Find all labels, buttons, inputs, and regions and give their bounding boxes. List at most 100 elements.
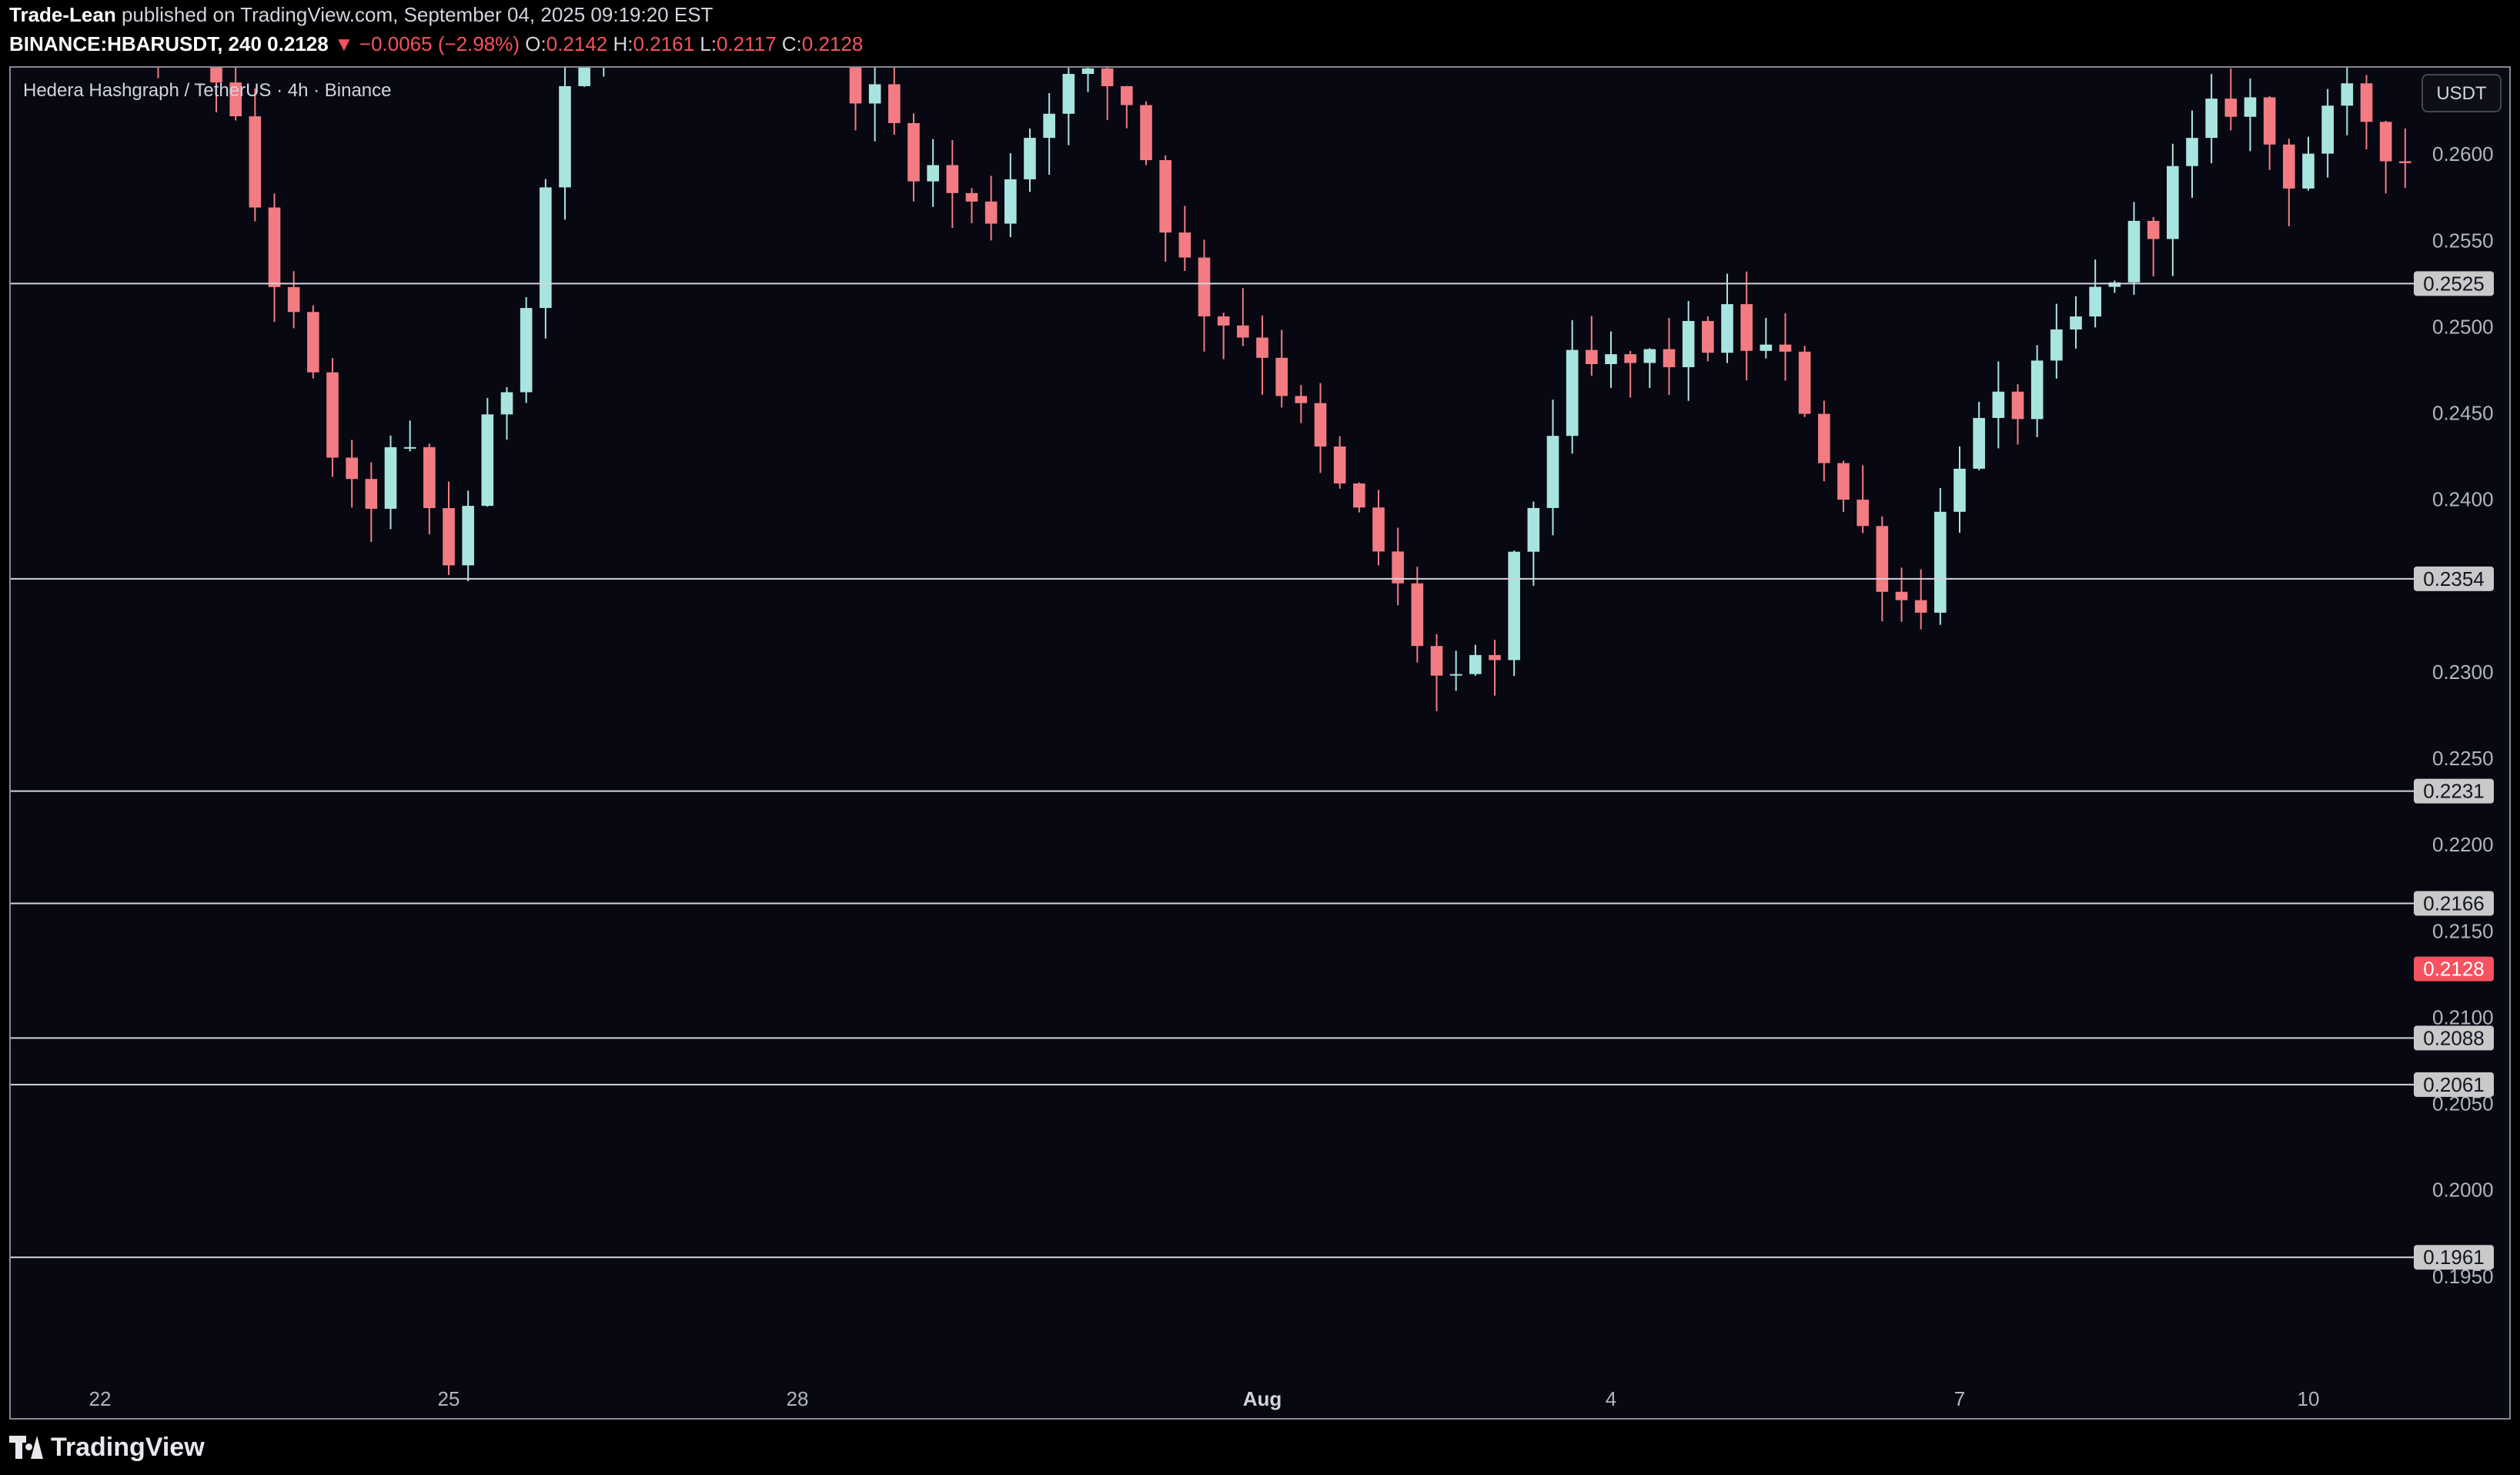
level-tag [2414,1072,2494,1097]
candle-body [2341,83,2354,106]
candle-body [500,392,513,415]
chart-title: Hedera Hashgraph / TetherUS · 4h · Binan… [23,80,392,101]
candle-body [559,85,571,188]
candle-body [888,84,901,123]
x-tick-label: 25 [438,1387,460,1410]
candle-body [287,286,300,313]
candle-body [1837,463,1850,500]
candle-body [1643,349,1656,363]
candle-body [2224,99,2238,117]
candle-body [734,0,746,8]
candle-body [326,372,339,458]
currency-selector[interactable]: USDT [2421,74,2502,112]
candle-body [481,414,494,507]
candle-body [2515,125,2520,151]
candle-body [2030,360,2044,420]
y-tick-label: 0.2100 [2432,1005,2494,1028]
level-tag-label: 0.2166 [2423,891,2485,915]
candle-body [2477,186,2489,210]
y-tick-label: 0.2550 [2432,229,2494,252]
candle-body [1081,68,1095,75]
y-tick-label: 0.2450 [2432,402,2494,425]
candle-body [2263,97,2276,145]
candle-body [1430,646,1443,676]
candle-body [907,122,920,182]
candle-body [2438,193,2450,197]
candle-body [172,27,184,52]
candle-body [1178,232,1191,258]
candle-body [2089,286,2101,317]
candle-body [384,447,397,509]
author-name[interactable]: Trade-Lean [9,3,116,26]
candle-body [1857,500,1869,527]
candle-body [810,13,823,35]
symbol-label: BINANCE:HBARUSDT, 240 [9,32,262,55]
candle-body [113,0,125,2]
candle-body [1895,591,1908,600]
low-value: 0.2117 [716,32,777,55]
candle-body [2360,83,2373,122]
candle-body [1779,344,1792,352]
candles [113,0,2520,711]
level-tag [2414,778,2494,804]
candle-body [1043,113,1055,139]
candle-body [1392,551,1404,584]
tradingview-logo[interactable]: TradingView [9,1430,205,1464]
high-value: 0.2161 [633,32,695,55]
y-tick-label: 0.2150 [2432,919,2494,942]
candle-body [1004,179,1017,224]
candle-body [2302,153,2314,189]
chart-header: Trade-Lean published on TradingView.com,… [9,0,863,65]
candle-body [191,27,203,40]
candle-body [2283,144,2295,189]
candle-body [2050,329,2063,361]
candle-body [1914,600,1927,613]
candle-body [1682,320,1695,367]
level-tag-label: 0.2088 [2423,1026,2485,1049]
candle-body [1062,74,1075,114]
tradingview-brand: TradingView [51,1432,205,1462]
ohlc-line: BINANCE:HBARUSDT, 240 0.2128 ▼ −0.0065 (… [9,29,863,59]
candle-body [540,187,552,309]
level-tag [2414,1245,2494,1270]
candle-body [365,479,378,509]
candle-body [1954,468,1966,512]
candle-body [1992,391,2005,418]
level-tag [2414,891,2494,916]
low-label: L: [700,32,717,55]
candle-body [2418,163,2431,193]
candle-body [1586,350,1598,364]
candle-body [2127,220,2141,283]
candle-body [2399,161,2411,163]
candle-body [1024,138,1036,179]
candle-body [2167,166,2179,239]
candle-body [2321,105,2334,154]
candle-body [1237,325,1249,338]
candle-body [443,508,455,566]
candle-body [1566,350,1579,436]
candle-body [307,312,319,373]
candle-body [2070,316,2082,329]
candle-body [1721,304,1733,353]
x-tick-label: Aug [1243,1387,1282,1410]
candle-body [423,447,436,509]
candle-body [791,13,804,19]
candle-body [1624,354,1636,363]
candle-body [598,38,610,57]
level-tag-label: 0.2525 [2423,272,2485,295]
candle-body [753,0,765,8]
y-tick-label: 0.2400 [2432,488,2494,511]
candle-body [1256,337,1268,358]
candle-body [1353,483,1365,508]
candle-body [1217,316,1230,326]
candle-body [1333,447,1346,484]
candle-body [1546,436,1559,508]
candle-body [1527,507,1540,552]
candle-body [1198,257,1211,316]
current-price-tag [2414,956,2494,982]
candle-body [772,0,784,19]
x-tick-label: 22 [89,1387,112,1410]
candle-body [868,84,881,104]
candle-body [617,12,630,39]
